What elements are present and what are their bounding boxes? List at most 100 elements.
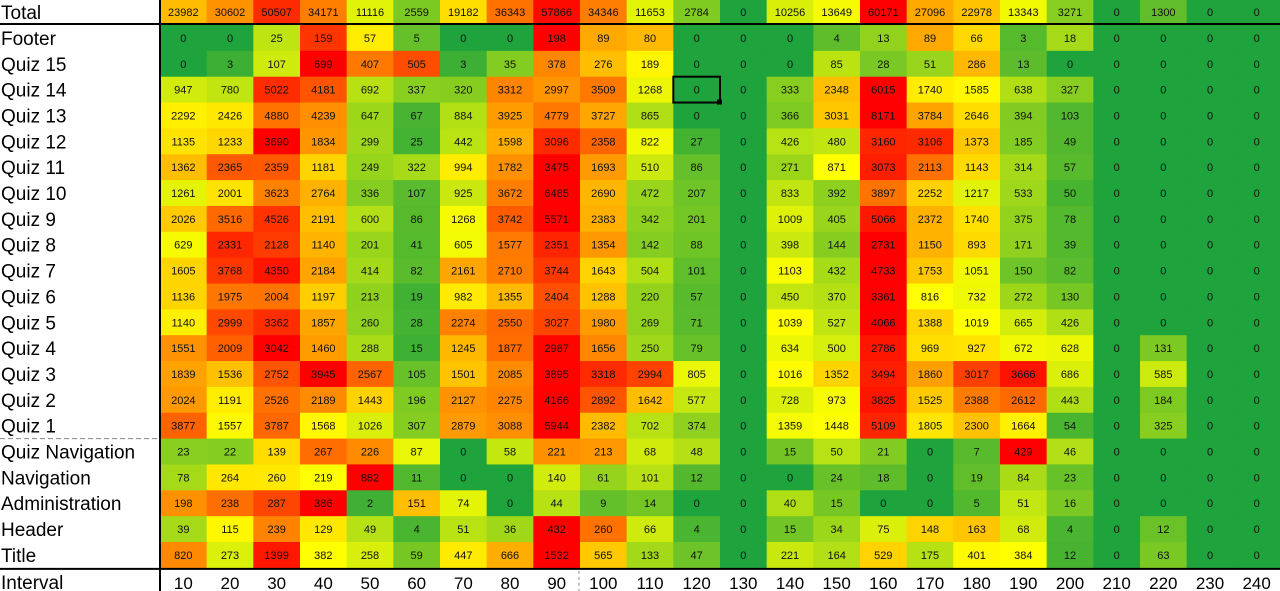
- x-tick-label-240: 240: [1242, 574, 1270, 591]
- heatmap-cell-header-210: [1093, 516, 1141, 543]
- cell-value-quiz-6-230: 0: [1207, 291, 1213, 303]
- cell-value-title-30: 1399: [264, 550, 288, 562]
- heatmap-cell-quiz-13-30: [253, 102, 301, 129]
- cell-value-quiz-8-120: 88: [691, 240, 703, 252]
- heatmap-cell-quiz-6-80: [486, 283, 534, 310]
- heatmap-cell-quiz-8-40: [300, 231, 348, 259]
- heatmap-cell-quiz-8-70: [440, 231, 488, 259]
- heatmap-cell-total-120: [673, 0, 721, 25]
- heatmap-cell-quiz-5-80: [486, 309, 534, 336]
- cell-value-quiz-4-230: 0: [1207, 343, 1213, 355]
- heatmap-cell-quiz-10-170: [906, 180, 954, 207]
- heatmap-cell-title-70: [440, 542, 488, 569]
- heatmap-cell-title-240: [1233, 542, 1280, 569]
- cell-value-quiz-8-100: 1354: [591, 240, 615, 252]
- cell-value-total-10: 23982: [168, 7, 199, 19]
- heatmap-cell-quiz-13-190: [1000, 102, 1048, 129]
- cell-value-quiz-10-190: 533: [1014, 188, 1032, 200]
- heatmap-cell-quiz-navigation-160: [860, 438, 908, 466]
- cell-value-quiz-8-40: 1140: [312, 240, 336, 252]
- cell-value-quiz-13-90: 4779: [544, 110, 568, 122]
- cell-value-total-140: 10256: [775, 7, 806, 19]
- heatmap-cell-quiz-11-140: [766, 154, 814, 181]
- cell-value-navigation-210: 0: [1114, 472, 1120, 484]
- x-tick-label-110: 110: [636, 574, 663, 591]
- heatmap-cell-quiz-navigation-150: [813, 438, 861, 466]
- heatmap-cell-quiz-15-120: [673, 50, 721, 78]
- cell-value-quiz-navigation-30: 139: [267, 447, 285, 459]
- heatmap-cell-quiz-1-180: [953, 412, 1001, 440]
- heatmap-cell-quiz-7-70: [440, 257, 488, 285]
- cell-value-total-150: 13649: [821, 7, 852, 19]
- heatmap-cell-quiz-6-200: [1046, 283, 1094, 310]
- cell-value-quiz-10-80: 3672: [498, 188, 522, 200]
- heatmap-cell-quiz-3-30: [253, 361, 301, 388]
- heatmap-cell-quiz-14-110: [626, 76, 674, 104]
- cell-value-quiz-4-140: 634: [781, 343, 799, 355]
- heatmap-cell-quiz-2-90: [533, 386, 581, 414]
- row-label-quiz-6: Quiz 6: [1, 287, 56, 308]
- heatmap-cell-quiz-12-210: [1093, 128, 1141, 155]
- cell-value-header-140: 15: [784, 524, 796, 536]
- heatmap-cell-quiz-13-110: [626, 102, 674, 129]
- cell-value-administration-20: 238: [221, 498, 239, 510]
- fill-handle[interactable]: [717, 99, 722, 105]
- cell-value-administration-70: 74: [457, 498, 469, 510]
- heatmap-cell-quiz-3-200: [1046, 361, 1094, 388]
- x-tick-label-160: 160: [869, 574, 897, 591]
- heatmap-cell-quiz-11-120: [673, 154, 721, 181]
- cell-value-administration-80: 0: [507, 498, 513, 510]
- cell-value-total-180: 22978: [961, 7, 992, 19]
- heatmap-cell-quiz-11-160: [860, 154, 908, 181]
- heatmap-cell-quiz-10-20: [206, 180, 254, 207]
- cell-value-quiz-7-150: 432: [827, 266, 845, 278]
- heatmap-cell-title-170: [906, 542, 954, 569]
- cell-value-quiz-14-20: 780: [221, 85, 239, 97]
- cell-value-navigation-60: 11: [411, 472, 422, 484]
- heatmap-cell-header-240: [1233, 516, 1280, 543]
- cell-value-quiz-navigation-100: 213: [594, 447, 612, 459]
- heatmap-cell-quiz-11-70: [440, 154, 488, 181]
- heatmap-cell-navigation-50: [346, 464, 394, 491]
- cell-value-quiz-15-80: 35: [504, 59, 516, 71]
- cell-value-quiz-15-60: 505: [407, 59, 425, 71]
- heatmap-cell-quiz-14-190: [1000, 76, 1048, 104]
- cell-value-quiz-9-70: 1268: [451, 214, 475, 226]
- heatmap-cell-header-160: [860, 516, 908, 543]
- cell-value-quiz-4-50: 288: [361, 343, 379, 355]
- heatmap-cell-quiz-1-70: [440, 412, 488, 440]
- heatmap-cell-total-180: [953, 0, 1001, 25]
- cell-value-administration-200: 16: [1064, 498, 1076, 510]
- selected-cell-outline[interactable]: [672, 75, 722, 104]
- row-label-quiz-14: Quiz 14: [1, 81, 67, 102]
- cell-value-quiz-14-120: 0: [694, 85, 700, 97]
- cell-value-quiz-1-120: 374: [687, 421, 705, 433]
- heatmap-cell-quiz-12-70: [440, 128, 488, 155]
- cell-value-quiz-1-180: 2300: [964, 421, 988, 433]
- cell-value-quiz-11-90: 3475: [544, 162, 568, 174]
- heatmap-cell-quiz-13-50: [346, 102, 394, 129]
- cell-value-quiz-14-200: 327: [1061, 85, 1079, 97]
- heatmap-cell-quiz-2-40: [300, 386, 348, 414]
- cell-value-header-30: 239: [267, 524, 285, 536]
- cell-value-quiz-11-190: 314: [1014, 162, 1032, 174]
- heatmap-cell-quiz-navigation-10: [160, 438, 208, 466]
- heatmap-cell-quiz-10-200: [1046, 180, 1094, 207]
- cell-value-navigation-40: 219: [314, 472, 332, 484]
- heatmap-cell-quiz-15-60: [393, 50, 441, 78]
- cell-value-quiz-11-60: 322: [407, 162, 425, 174]
- row-label-quiz-5: Quiz 5: [1, 313, 56, 334]
- cell-value-quiz-3-140: 1016: [778, 369, 802, 381]
- cell-value-quiz-navigation-190: 429: [1014, 447, 1032, 459]
- heatmap-cell-administration-90: [533, 490, 581, 517]
- heatmap-cell-total-130: [720, 0, 768, 25]
- cell-value-total-160: 60171: [868, 7, 899, 19]
- heatmap-cell-administration-50: [346, 490, 394, 517]
- cell-value-quiz-navigation-40: 267: [314, 447, 332, 459]
- cell-value-quiz-8-160: 2731: [871, 240, 895, 252]
- cell-value-quiz-9-150: 405: [827, 214, 845, 226]
- cell-value-header-190: 68: [1017, 524, 1029, 536]
- heatmap-cell-quiz-15-80: [486, 50, 534, 78]
- heatmap-cell-quiz-10-240: [1233, 180, 1280, 207]
- cell-value-quiz-4-110: 250: [641, 343, 659, 355]
